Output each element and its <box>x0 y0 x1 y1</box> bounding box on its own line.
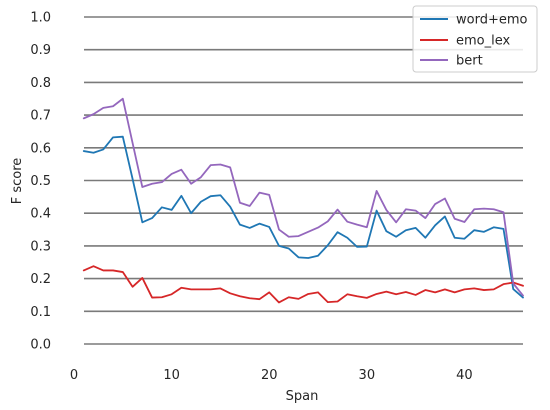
y-tick-label: 0.5 <box>30 174 51 189</box>
y-tick-label: 0.7 <box>30 109 51 124</box>
series-line-bert <box>82 97 524 297</box>
x-ticks: 0 10 20 30 40 <box>70 368 473 383</box>
series-line-word-emo <box>82 135 524 299</box>
y-ticks: 0.0 0.1 0.2 0.3 0.4 0.5 0.6 0.7 0.8 0.9 1.0 <box>30 11 51 353</box>
legend: word+emo emo_lex bert <box>412 5 538 73</box>
y-tick-label: 0.2 <box>30 272 51 287</box>
y-tick-label: 0.1 <box>30 305 51 320</box>
x-tick-label: 0 <box>70 368 78 383</box>
x-tick-label: 40 <box>456 368 473 383</box>
y-tick-label: 0.4 <box>30 207 51 222</box>
x-axis-label: Span <box>286 389 319 404</box>
x-tick-label: 10 <box>163 368 180 383</box>
series-lines <box>82 97 524 304</box>
y-tick-label: 1.0 <box>30 11 51 26</box>
legend-label-emo-lex: emo_lex <box>456 34 510 49</box>
x-tick-label: 20 <box>261 368 278 383</box>
legend-label-word-emo: word+emo <box>456 13 528 28</box>
legend-frame <box>412 5 538 73</box>
y-tick-label: 0.8 <box>30 76 51 91</box>
series-line-emo-lex <box>82 265 524 304</box>
legend-label-bert: bert <box>456 54 483 69</box>
x-tick-label: 30 <box>359 368 376 383</box>
y-tick-label: 0.0 <box>30 338 51 353</box>
y-tick-label: 0.6 <box>30 141 51 156</box>
y-axis-label: F score <box>10 158 25 205</box>
y-tick-label: 0.3 <box>30 239 51 254</box>
y-tick-label: 0.9 <box>30 43 51 58</box>
